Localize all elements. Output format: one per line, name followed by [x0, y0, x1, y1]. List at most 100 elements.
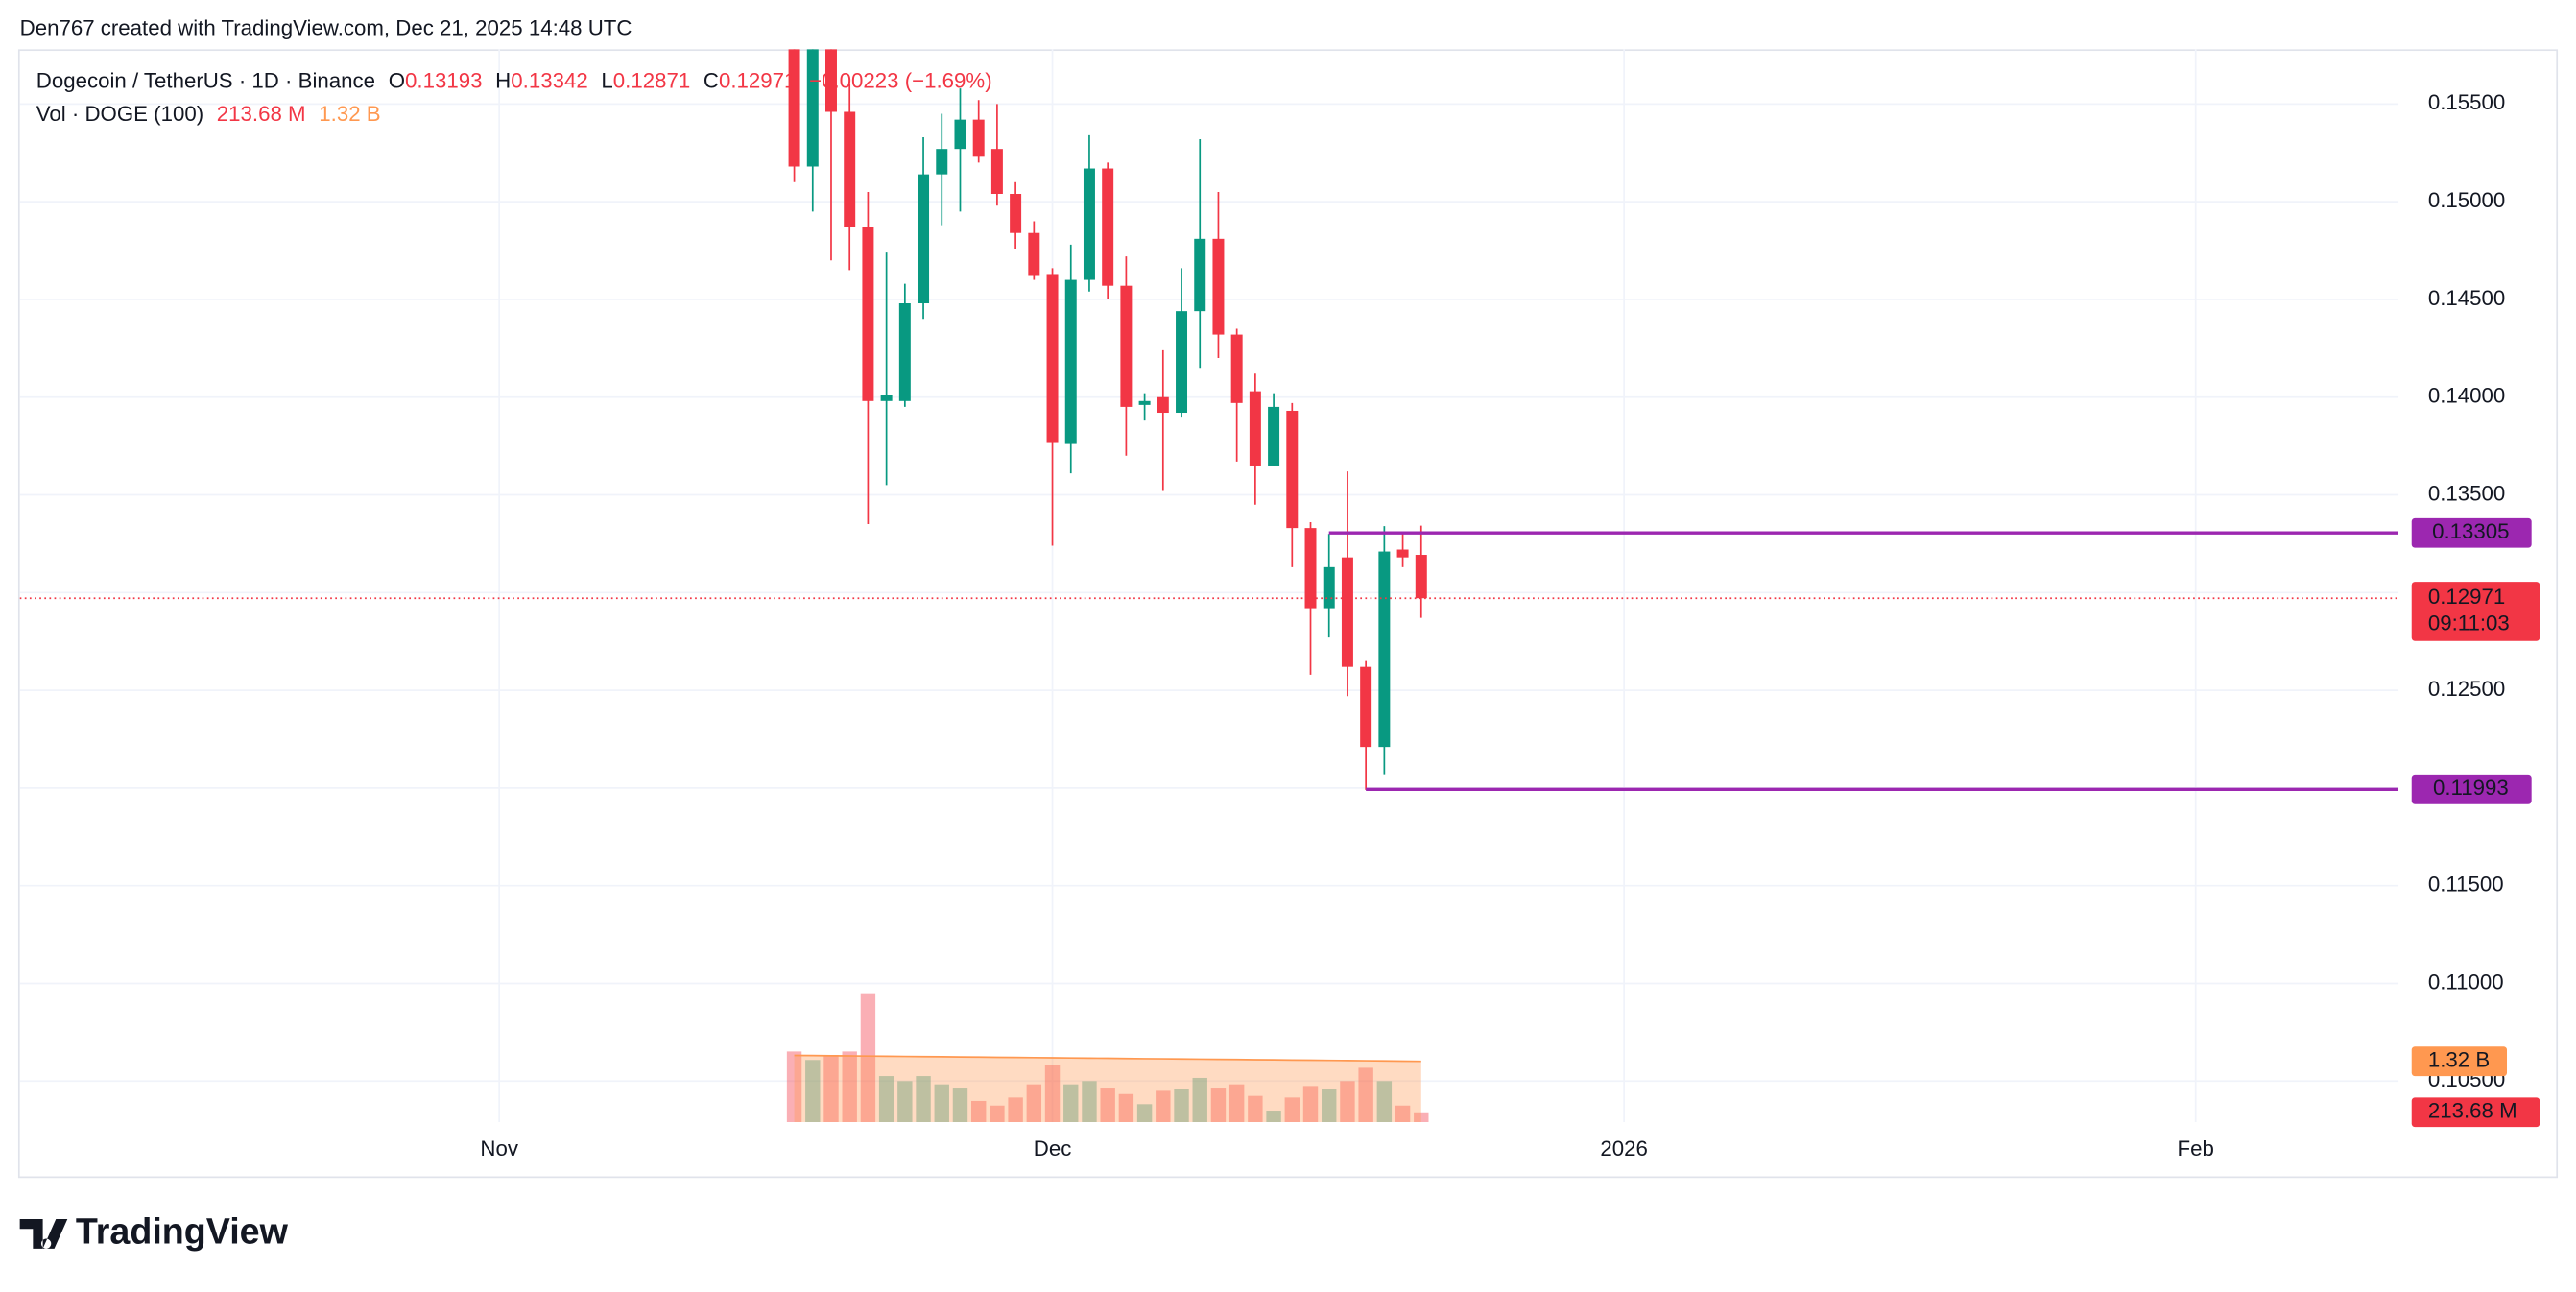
- volume-bar: [897, 1081, 913, 1123]
- y-tick-label: 0.15500: [2428, 90, 2505, 114]
- logo-icon: [19, 1219, 68, 1249]
- candle-body: [824, 49, 837, 112]
- brand-name: TradingView: [76, 1210, 289, 1251]
- volume-bar: [970, 1100, 987, 1123]
- y-tick-label: 0.11500: [2428, 873, 2504, 897]
- volume-bar: [1414, 1112, 1429, 1123]
- candle-body: [880, 395, 893, 401]
- volume-legend: Vol · DOGE (100) 213.68 M 1.32 B: [36, 102, 381, 126]
- plot-area: [19, 49, 2399, 1123]
- volume-label: 213.68 M: [2428, 1099, 2517, 1123]
- volume-bar: [1156, 1090, 1171, 1123]
- legend-letter: L: [601, 68, 612, 92]
- volume-bar: [1100, 1088, 1115, 1123]
- volume-bar: [1082, 1081, 1097, 1123]
- volume-bar: [786, 1051, 802, 1123]
- volume-ma-area: [794, 1055, 1421, 1123]
- candle-body: [1194, 238, 1206, 312]
- volume-bar: [1136, 1104, 1153, 1123]
- last-price-bg: [2411, 582, 2540, 641]
- volume-ma-line: [794, 1054, 1421, 1063]
- level-label-bg: [2411, 774, 2532, 804]
- candle-body: [1120, 285, 1133, 407]
- volume-bar: [990, 1105, 1005, 1123]
- countdown: 09:11:03: [2428, 610, 2510, 634]
- y-tick-label: 0.15000: [2428, 188, 2505, 212]
- candle-body: [1378, 551, 1391, 748]
- legend-value: 0.12871: [613, 68, 690, 92]
- last-price-label: 0.12971: [2428, 585, 2505, 609]
- volume-bar: [878, 1076, 894, 1123]
- volume-bar: [1228, 1084, 1245, 1123]
- grid: [19, 49, 2399, 1123]
- y-tick-label: 0.11000: [2428, 969, 2504, 993]
- level-label-bg: [2411, 517, 2532, 548]
- volume-bar: [1322, 1089, 1337, 1123]
- legend-letter: O: [389, 68, 405, 92]
- candle-body: [936, 149, 948, 175]
- legend-letter: H: [495, 68, 511, 92]
- volume-ma-label: 1.32 B: [2428, 1048, 2490, 1072]
- volume-ma-label-bg: [2411, 1046, 2508, 1077]
- x-tick-label: Nov: [480, 1136, 518, 1160]
- volume-bar: [952, 1088, 968, 1123]
- x-tick-label: Feb: [2178, 1136, 2214, 1160]
- volume-bar: [1192, 1077, 1207, 1123]
- volume-legend-ma: 1.32 B: [319, 102, 380, 126]
- volume-bar: [1174, 1089, 1189, 1123]
- candle-body: [1396, 549, 1409, 558]
- candle-body: [990, 149, 1003, 194]
- volume-bar: [1210, 1088, 1227, 1123]
- candle-body: [862, 227, 874, 401]
- candle-body: [972, 119, 985, 157]
- legend-letter: C: [704, 68, 719, 92]
- candle-body: [954, 119, 966, 150]
- volume-legend-value: 213.68 M: [217, 102, 306, 126]
- candle-body: [1360, 666, 1372, 748]
- volume-bar: [934, 1084, 949, 1123]
- x-tick-label: Dec: [1034, 1136, 1072, 1160]
- attribution: Den767 created with TradingView.com, Dec…: [20, 16, 632, 40]
- volume-label-bg: [2411, 1097, 2540, 1128]
- volume-bar: [1044, 1065, 1061, 1123]
- candle-body: [1028, 232, 1040, 276]
- candle-body: [1176, 311, 1188, 414]
- candle-body: [1341, 557, 1353, 667]
- volume-bar: [1266, 1111, 1281, 1123]
- candle-body: [1010, 193, 1022, 233]
- volume-bar: [860, 993, 876, 1123]
- candle-body: [918, 174, 930, 304]
- volume-name: Vol · DOGE (100): [36, 102, 203, 126]
- legend-value: 0.12971: [719, 68, 796, 92]
- y-tick-label: 0.14000: [2428, 384, 2505, 408]
- candle-body: [844, 111, 856, 227]
- volume-bar: [805, 1060, 821, 1123]
- legend-line: Dogecoin / TetherUS · 1D · Binance O0.131…: [36, 68, 992, 92]
- volume-bar: [1358, 1067, 1373, 1123]
- candle-body: [1212, 238, 1225, 335]
- candle-body: [1083, 168, 1095, 280]
- volume-bar: [1284, 1097, 1300, 1123]
- volume-bar: [916, 1076, 931, 1123]
- y-tick-label: 0.13500: [2428, 481, 2505, 505]
- volume-bar: [1118, 1093, 1134, 1123]
- volume-bar: [1376, 1081, 1393, 1123]
- level-label: 0.11993: [2433, 776, 2509, 800]
- volume-bar: [1008, 1097, 1023, 1123]
- chart-frame: [17, 49, 2559, 1179]
- y-tick-label: 0.12500: [2428, 677, 2505, 701]
- candle-body: [1138, 400, 1151, 405]
- volume-bar: [842, 1051, 857, 1123]
- y-tick-label: 0.14500: [2428, 286, 2505, 310]
- candle-body: [1102, 168, 1114, 286]
- volume-bar: [1026, 1084, 1042, 1123]
- candle-body: [788, 49, 800, 167]
- legend-change: −0.00223 (−1.69%): [809, 68, 992, 92]
- volume-bar: [1248, 1095, 1263, 1123]
- candle-body: [1268, 406, 1280, 466]
- level-label: 0.13305: [2432, 519, 2509, 543]
- candle-body: [1286, 410, 1299, 529]
- legend-value: 0.13342: [511, 68, 587, 92]
